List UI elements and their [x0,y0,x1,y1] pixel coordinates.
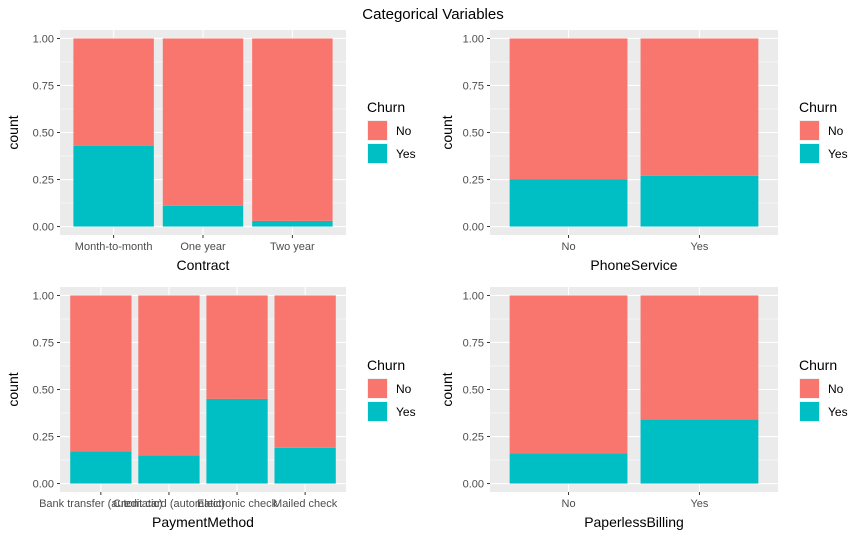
x-tick-label: Month-to-month [75,241,153,253]
bar-no-3 [274,295,336,448]
y-tick-label: 0.75 [463,337,484,349]
bar-no-2 [252,38,333,221]
legend-key-yes [368,144,387,163]
bar-yes-3 [274,447,336,484]
legend-label-no: No [396,382,412,396]
y-tick-label: 0.50 [463,128,484,140]
bar-yes-1 [640,419,759,484]
bar-no-0 [70,295,132,452]
y-tick-label: 0.00 [33,479,54,491]
legend-title: Churn [367,99,405,115]
x-axis-title: PaperlessBilling [584,514,684,530]
chart-title: Categorical Variables [362,6,503,23]
legend-label-yes: Yes [396,147,416,161]
y-axis-title: count [439,115,455,149]
legend-label-no: No [828,124,844,138]
x-tick-label: No [562,241,576,253]
bar-yes-0 [73,145,154,227]
legend-label-no: No [828,382,844,396]
legend-key-yes [368,402,387,421]
y-tick-label: 1.00 [33,290,54,302]
bar-yes-1 [640,175,759,227]
y-tick-label: 0.25 [33,175,54,187]
y-tick-label: 0.00 [463,479,484,491]
y-tick-label: 0.00 [33,222,54,234]
bar-yes-1 [162,205,244,227]
legend-title: Churn [799,99,837,115]
bar-no-2 [206,295,268,399]
legend-key-no [800,379,819,398]
legend-title: Churn [799,357,837,373]
legend-label-yes: Yes [396,405,416,419]
legend: Churn No Yes [367,357,416,422]
chart-panel: 0.00 0.25 0.50 0.75 1.00 No Yes PhoneService cou… [439,30,848,273]
y-tick-label: 0.50 [33,128,54,140]
bar-yes-0 [509,453,628,484]
x-tick-label: Bank transfer (automatic) [39,498,163,510]
chart-panel: 0.00 0.25 0.50 0.75 1.00 Month-to-month One ye… [5,30,416,273]
x-axis-title: Contract [177,257,230,273]
bar-yes-2 [206,398,268,484]
y-tick-label: 0.75 [33,80,54,92]
x-tick-label: No [562,498,576,510]
legend-key-yes [800,144,819,163]
y-tick-label: 0.50 [33,385,54,397]
y-tick-label: 0.25 [33,432,54,444]
y-tick-label: 1.00 [463,33,484,45]
y-tick-label: 0.00 [463,222,484,234]
x-tick-label: Two year [270,241,315,253]
bar-no-0 [73,38,154,146]
bar-yes-1 [138,455,200,484]
x-tick-label: Yes [690,498,708,510]
y-tick-label: 0.25 [463,175,484,187]
x-tick-label: Yes [690,241,708,253]
legend-key-no [368,121,387,140]
x-tick-label: One year [180,241,226,253]
y-axis-title: count [5,115,21,149]
bar-no-1 [162,38,244,206]
legend-label-no: No [396,124,412,138]
x-axis-title: PaymentMethod [152,514,254,530]
bar-no-1 [138,295,200,456]
legend-key-no [368,379,387,398]
legend-title: Churn [367,357,405,373]
x-tick-label: Mailed check [273,498,338,510]
y-tick-label: 1.00 [33,33,54,45]
legend: Churn No Yes [367,99,416,164]
y-tick-label: 0.75 [33,337,54,349]
chart-panel: 0.00 0.25 0.50 0.75 1.00 Bank transfer (autom… [5,287,416,530]
y-axis-title: count [5,372,21,406]
bar-yes-2 [252,220,333,227]
bar-yes-0 [509,179,628,227]
legend-label-yes: Yes [828,147,848,161]
y-tick-label: 0.50 [463,385,484,397]
legend: Churn No Yes [799,357,848,422]
bar-no-1 [640,38,759,176]
y-tick-label: 0.75 [463,80,484,92]
legend-key-no [800,121,819,140]
y-tick-label: 1.00 [463,290,484,302]
x-tick-label: Electronic check [197,498,278,510]
bar-no-0 [509,38,628,180]
bar-no-0 [509,295,628,454]
y-axis-title: count [439,372,455,406]
bar-yes-0 [70,451,132,484]
legend-label-yes: Yes [828,405,848,419]
legend-key-yes [800,402,819,421]
x-axis-title: PhoneService [590,257,677,273]
chart-panel: 0.00 0.25 0.50 0.75 1.00 No Yes PaperlessBillin… [439,287,848,530]
bar-no-1 [640,295,759,420]
y-tick-label: 0.25 [463,432,484,444]
legend: Churn No Yes [799,99,848,164]
x-tick-label: Credit card (automatic) [113,498,225,510]
